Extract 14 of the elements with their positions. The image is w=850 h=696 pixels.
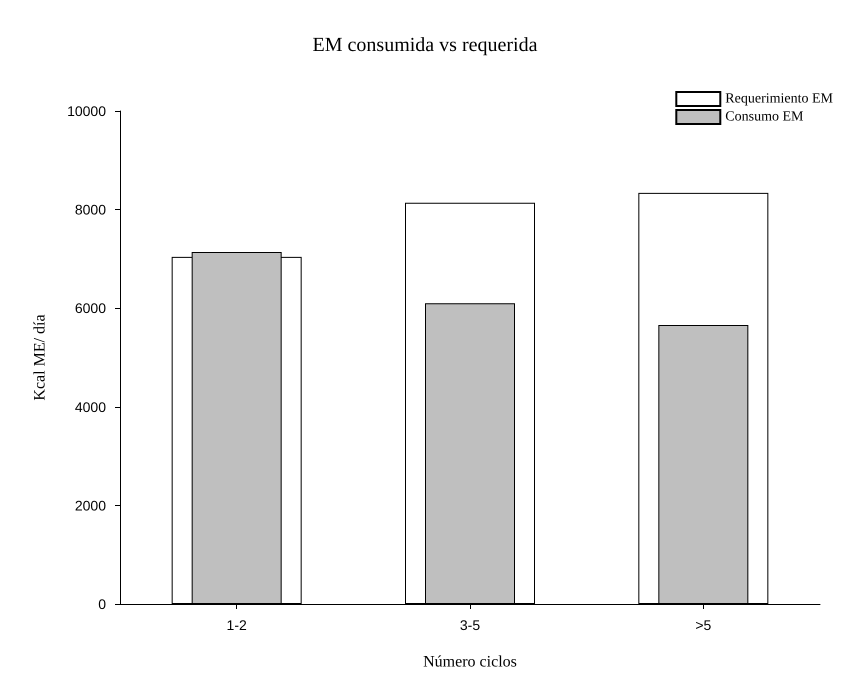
legend-label: Consumo EM [725, 110, 804, 124]
x-tick-label: 1-2 [226, 617, 247, 633]
y-axis-title: Kcal ME/ día [32, 314, 48, 401]
y-tick-label: 6000 [74, 300, 106, 316]
y-tick-label: 2000 [74, 497, 106, 514]
y-tick-label: 0 [98, 596, 106, 612]
chart-title: EM consumida vs requerida [312, 34, 538, 56]
x-tick-label: 3-5 [460, 617, 480, 633]
y-tick-label: 10000 [67, 103, 106, 119]
x-axis-title: Número ciclos [423, 654, 517, 670]
x-tick-label: >5 [695, 617, 712, 633]
legend-label: Requerimiento EM [725, 92, 834, 106]
y-tick-label: 4000 [74, 398, 106, 415]
y-tick-label: 8000 [74, 202, 106, 218]
